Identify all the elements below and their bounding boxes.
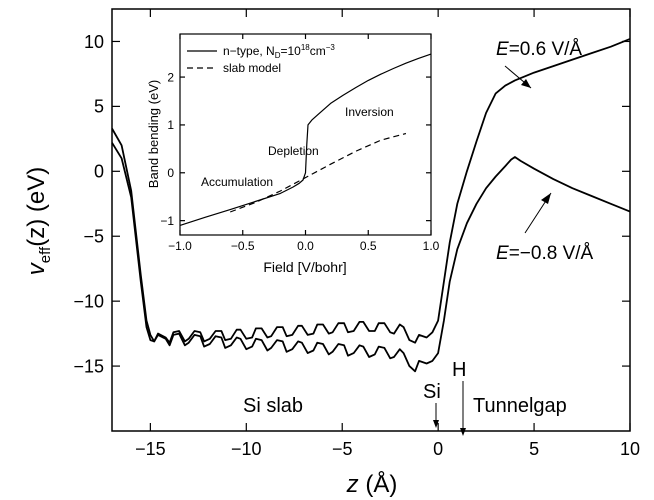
legend-label-slab-model: slab model [223,61,281,75]
inset-x-tick-label: 0.0 [297,239,314,253]
main-y-tick-label: −15 [73,356,104,376]
inset-y-tick-label: 2 [167,70,174,84]
main-x-tick-label: −15 [135,439,166,459]
main-plot-frame [111,8,631,432]
legend-label-n-type: n−type, ND=1018cm−3 [223,43,335,60]
main-y-tick-label: 10 [84,32,104,52]
annotation-negative-field-arrowhead [541,193,551,204]
inset-x-tick-labels: −1.0 −0.5 0.0 0.5 1.0 [168,239,440,253]
inset-series-line-1 [229,132,407,213]
inset-series-line-0 [179,53,432,226]
main-y-tick-label: −5 [83,227,104,247]
annotation-positive-field: E=0.6 V/Å [496,39,582,60]
inset-y-axis-label: Band bending (eV) [146,80,161,188]
main-series-group [111,38,631,373]
annotation-si-slab: Si slab [243,395,303,417]
inset-legend: n−type, ND=1018cm−3 slab model [187,43,335,75]
inset-plot: −1.0 −0.5 0.0 0.5 1.0 −1 0 1 2 Field [V/bohr] B… [146,33,440,275]
main-y-axis-label: veff(z) (eV) [23,167,54,275]
annotation-si-arrowhead [433,420,439,428]
inset-annotation-depletion: Depletion [268,144,319,158]
main-series-line-1 [111,142,631,373]
inset-y-tick-label: −1 [160,214,174,228]
main-ticks [112,9,631,431]
inset-y-tick-label: 1 [167,118,174,132]
main-y-tick-label: 0 [94,162,104,182]
main-y-tick-label: −10 [73,291,104,311]
inset-annotation-inversion: Inversion [345,105,394,119]
annotation-h-arrowhead [460,428,466,436]
main-x-tick-label: −5 [332,439,353,459]
main-y-tick-labels: −15 −10 −5 0 5 10 [73,32,104,377]
main-x-tick-label: −10 [231,439,262,459]
inset-x-tick-label: −0.5 [231,239,255,253]
inset-y-tick-label: 0 [167,166,174,180]
main-x-axis-label: z (Å) [346,470,398,498]
inset-x-tick-label: 1.0 [423,239,440,253]
annotation-h: H [452,359,466,381]
inset-y-tick-labels: −1 0 1 2 [160,70,174,228]
inset-ticks [179,34,432,235]
inset-x-tick-label: −1.0 [168,239,192,253]
inset-annotation-accumulation: Accumulation [201,175,273,189]
annotation-positive-field-arrowhead [521,79,531,88]
main-x-tick-label: 0 [433,439,443,459]
main-x-tick-labels: −15 −10 −5 0 5 10 [135,439,640,459]
annotation-si: Si [423,381,441,403]
inset-series-group [179,53,432,226]
main-x-tick-label: 10 [620,439,640,459]
main-x-tick-label: 5 [529,439,539,459]
inset-background [180,34,431,235]
annotation-tunnelgap: Tunnelgap [473,395,567,417]
main-y-tick-label: 5 [94,97,104,117]
inset-x-axis-label: Field [V/bohr] [263,259,346,275]
annotation-negative-field: E=−0.8 V/Å [496,243,594,264]
inset-x-tick-label: 0.5 [360,239,377,253]
main-series-line-0 [111,38,631,344]
